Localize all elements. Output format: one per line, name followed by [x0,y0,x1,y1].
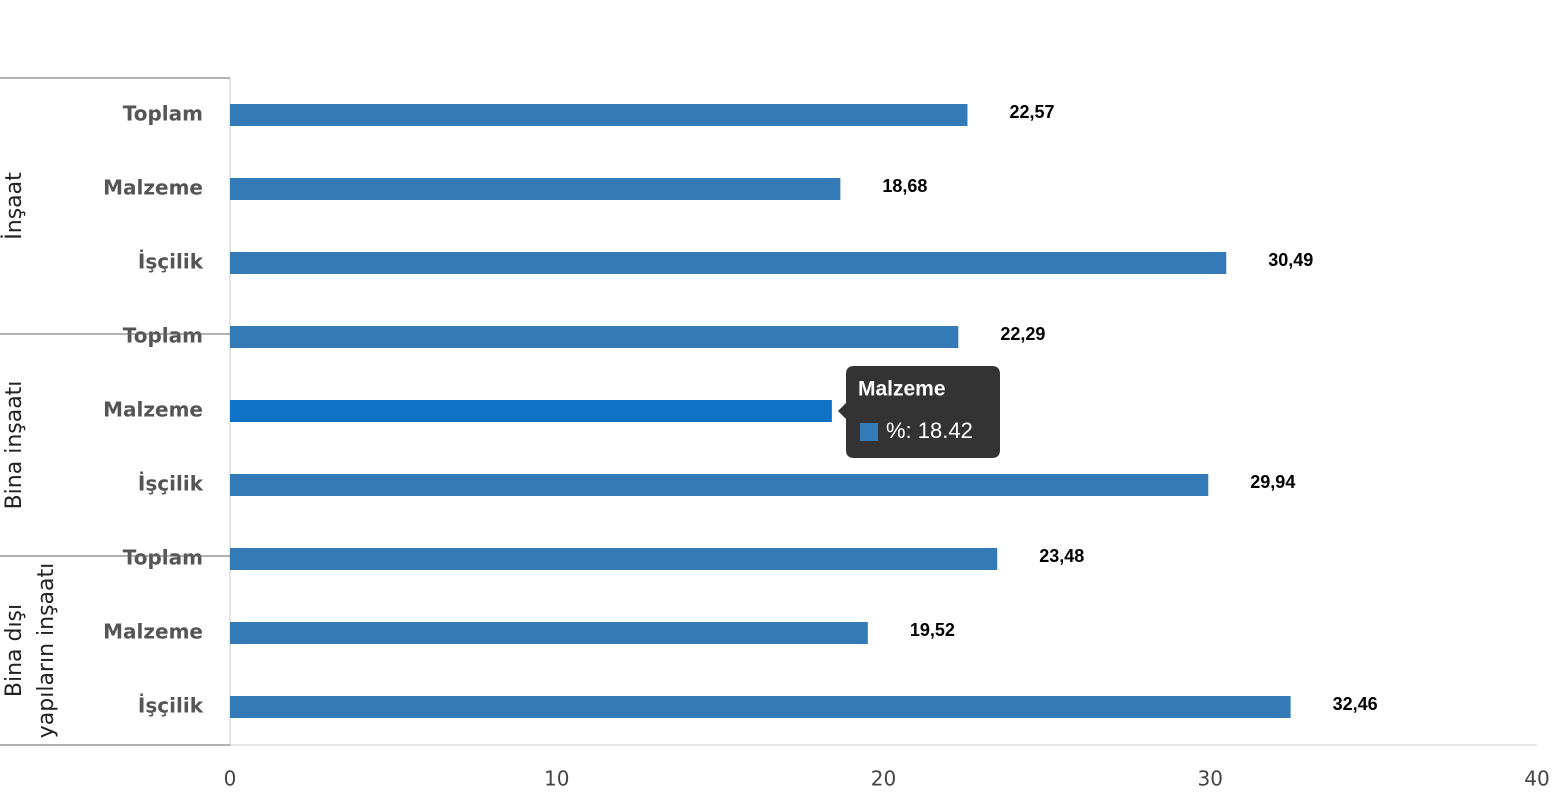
value-label: 29,94 [1250,472,1295,492]
x-tick-label: 30 [1198,767,1223,791]
category-label: İşçilik [138,694,204,718]
category-label: İşçilik [138,472,204,496]
x-tick-label: 10 [544,767,569,791]
category-label: Toplam [123,546,203,570]
category-label: Toplam [123,324,203,348]
bar [230,104,968,126]
category-label: Toplam [123,102,203,126]
bar [230,400,832,422]
x-tick-label: 20 [871,767,896,791]
category-label: Malzeme [103,176,203,200]
bar [230,326,959,348]
value-label: 22,57 [1009,102,1054,122]
group-label: Bina dışı [2,604,27,697]
bar [230,696,1291,718]
tooltip-swatch [860,423,878,441]
tooltip: Malzeme %: 18.42 [838,366,1000,458]
x-tick-label: 40 [1524,767,1549,791]
value-label: 32,46 [1333,694,1378,714]
group-label: İnşaat [1,172,27,240]
bar [230,178,841,200]
value-label: 18,68 [882,176,927,196]
group-label: Bina inşaatı [2,381,27,510]
bar [230,252,1227,274]
tooltip-text: %: 18.42 [886,418,973,443]
bar [230,474,1209,496]
bar [230,622,868,644]
value-label: 19,52 [910,620,955,640]
category-label: Malzeme [103,620,203,644]
tooltip-box [838,366,1000,458]
value-label: 22,29 [1000,324,1045,344]
category-label: Malzeme [103,398,203,422]
tooltip-title: Malzeme [858,378,946,401]
group-label: yapıların inşaatı [34,563,59,738]
value-label: 30,49 [1268,250,1313,270]
category-label: İşçilik [138,250,204,274]
x-tick-label: 0 [224,767,237,791]
bar [230,548,998,570]
value-label: 23,48 [1039,546,1084,566]
